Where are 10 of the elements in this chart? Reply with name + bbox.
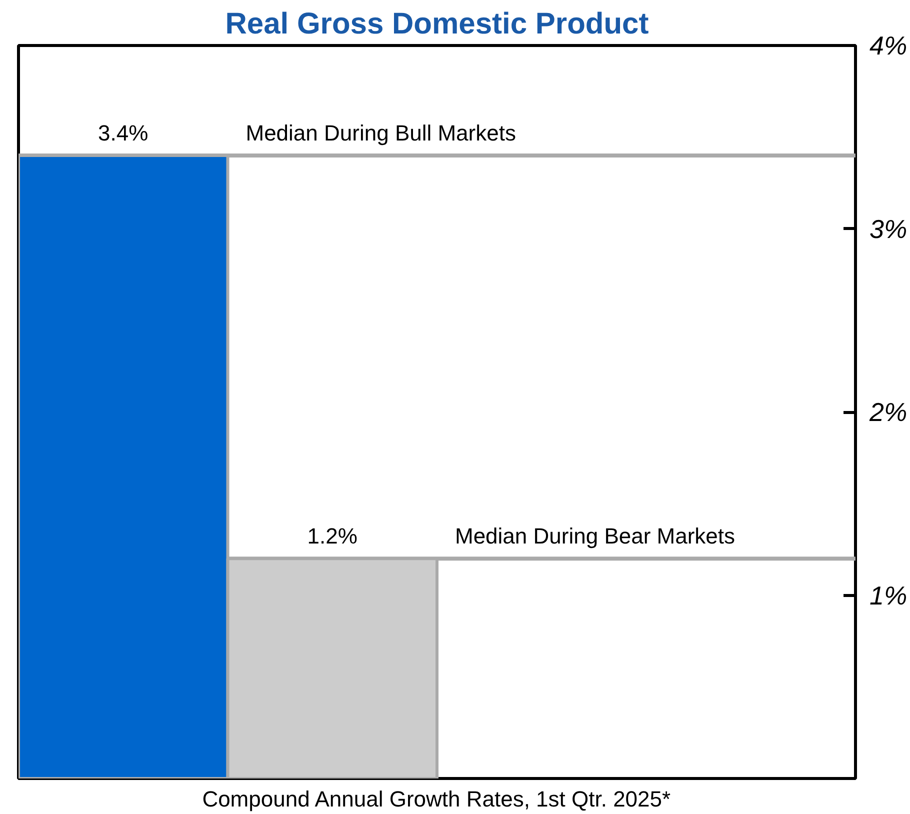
ref-line-label: Median During Bull Markets xyxy=(246,120,516,146)
y-tick-label: 2% xyxy=(868,397,908,427)
data-label: 1.2% xyxy=(307,524,358,549)
y-tick-label: 1% xyxy=(870,580,908,610)
data-label: 3.4% xyxy=(98,120,148,146)
y-tick-label: 3% xyxy=(870,214,908,244)
ref-line-label: Median During Bear Markets xyxy=(455,524,736,549)
x-axis-title: Compound Annual Growth Rates, 1st Qtr. 2025* xyxy=(202,786,672,812)
y-tick-label: 4% xyxy=(870,30,908,60)
chart-title: Real Gross Domestic Product xyxy=(225,8,649,40)
